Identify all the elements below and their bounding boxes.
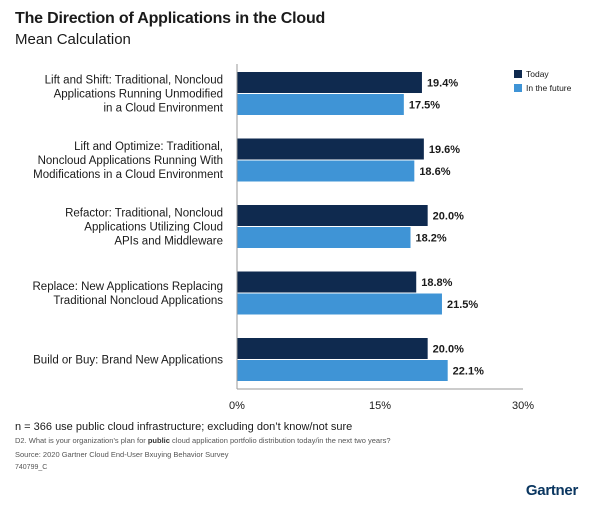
x-tick-label: 0%: [229, 400, 245, 412]
category-label: Traditional Noncloud Applications: [53, 295, 223, 307]
category-label: Replace: New Applications Replacing: [33, 281, 224, 293]
category-label: Modifications in a Cloud Environment: [33, 169, 224, 181]
gartner-logo: Gartner: [525, 482, 578, 499]
figure-code: 740799_C: [15, 464, 48, 471]
question-text-bold: public: [147, 436, 170, 445]
data-label: 18.8%: [421, 277, 452, 289]
category-label: Applications Running Unmodified: [54, 89, 223, 101]
bar-today: [237, 72, 422, 93]
sample-note: n = 366 use public cloud infrastructure;…: [15, 421, 353, 433]
category-label: Refactor: Traditional, Noncloud: [65, 208, 223, 220]
category-label: Lift and Optimize: Traditional,: [74, 141, 223, 153]
x-tick-label: 30%: [512, 400, 534, 412]
legend-swatch: [514, 70, 522, 78]
bar-today: [237, 271, 417, 293]
question-text-pre: D2. What is your organization’s plan for: [15, 436, 148, 445]
category-label: Build or Buy: Brand New Applications: [33, 355, 223, 367]
bar-future: [237, 360, 448, 381]
data-label: 22.1%: [453, 366, 484, 378]
legend-swatch: [514, 84, 522, 92]
category-label: in a Cloud Environment: [103, 103, 223, 115]
chart-subtitle: Mean Calculation: [15, 31, 131, 48]
bar-today: [237, 338, 428, 359]
data-label: 20.0%: [433, 211, 464, 223]
bar-future: [237, 94, 404, 115]
category-label: Lift and Shift: Traditional, Noncloud: [45, 75, 223, 87]
category-label: Applications Utilizing Cloud: [84, 222, 223, 234]
data-label: 19.4%: [427, 78, 458, 90]
category-label: APIs and Middleware: [114, 236, 223, 248]
data-label: 21.5%: [447, 299, 478, 311]
x-tick-label: 15%: [369, 400, 391, 412]
bar-future: [237, 227, 411, 248]
category-label: Noncloud Applications Running With: [38, 155, 223, 167]
chart-title: The Direction of Applications in the Clo…: [15, 10, 326, 27]
legend-label: In the future: [526, 83, 572, 93]
bar-chart: 19.4% 17.5% Lift and Shift: Traditional, N…: [33, 64, 572, 412]
survey-question: D2. What is your organization’s plan for…: [15, 436, 390, 445]
source-note: Source: 2020 Gartner Cloud End-User Bxuy…: [15, 450, 229, 459]
question-text-post: cloud application portfolio distribution…: [169, 436, 391, 445]
legend-label: Today: [526, 69, 549, 79]
data-label: 19.6%: [429, 144, 460, 156]
bar-future: [237, 160, 415, 182]
data-label: 18.6%: [419, 166, 450, 178]
bar-future: [237, 293, 442, 315]
bar-today: [237, 205, 428, 226]
data-label: 17.5%: [409, 100, 440, 112]
bar-today: [237, 138, 424, 160]
data-label: 20.0%: [433, 344, 464, 356]
data-label: 18.2%: [416, 233, 447, 245]
